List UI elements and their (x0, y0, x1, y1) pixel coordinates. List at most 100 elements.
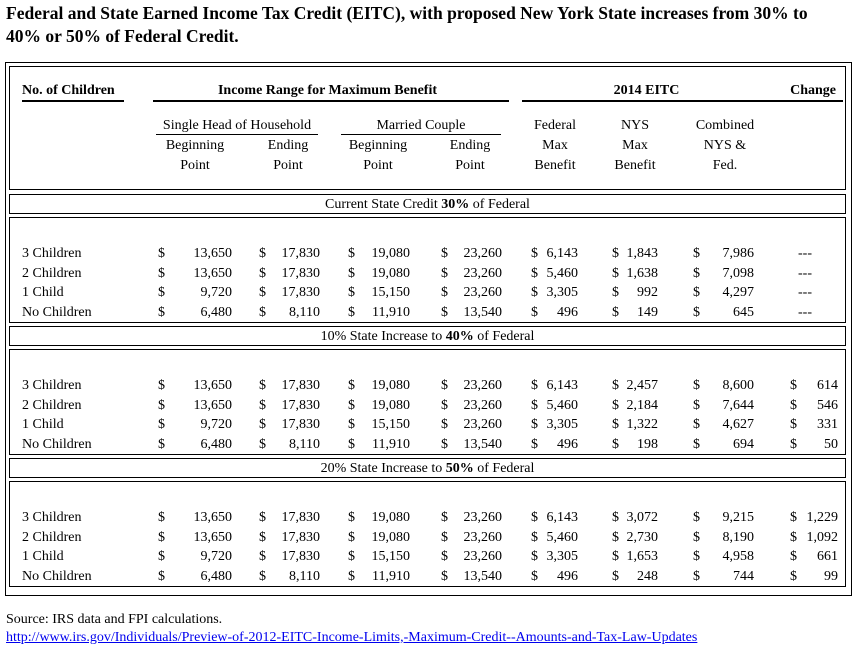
header-change: Change (790, 83, 836, 98)
cell-s-begin: 6,480 (200, 436, 233, 452)
cell-nys: 3,072 (626, 510, 659, 525)
cell-combined: 9,215 (722, 510, 755, 525)
header-federal: Federal (534, 118, 576, 133)
cell-nys: 992 (637, 285, 658, 300)
header-underline-married (341, 134, 501, 135)
currency-symbol: $ (348, 436, 355, 452)
cell-s-begin: 13,650 (193, 246, 233, 261)
header-combined-fed: Fed. (712, 158, 738, 173)
cell-fed: 3,305 (546, 285, 579, 300)
currency-symbol: $ (348, 397, 355, 413)
cell-m-begin: 15,150 (371, 549, 411, 564)
currency-symbol: $ (259, 510, 266, 525)
currency-symbol: $ (693, 549, 700, 564)
currency-symbol: $ (612, 568, 619, 584)
cell-children: No Children (22, 304, 92, 320)
header-single: Single Head of Household (162, 118, 312, 133)
cell-s-end: 8,110 (289, 436, 320, 452)
header-underline-eitc (522, 100, 843, 102)
cell-fed: 6,143 (546, 246, 579, 261)
cell-fed: 496 (557, 568, 578, 584)
currency-symbol: $ (158, 436, 165, 452)
cell-m-end: 23,260 (463, 417, 503, 432)
cell-s-end: 17,830 (281, 549, 321, 564)
section-label-pre: 20% State Increase to (320, 461, 446, 476)
currency-symbol: $ (259, 265, 266, 281)
cell-children: 3 Children (22, 510, 82, 525)
cell-change: 50 (824, 436, 838, 452)
currency-symbol: $ (790, 568, 797, 584)
header-2014-eitc: 2014 EITC (613, 83, 680, 98)
currency-symbol: $ (612, 549, 619, 564)
cell-m-begin: 19,080 (371, 397, 411, 413)
cell-fed: 3,305 (546, 417, 579, 432)
currency-symbol: $ (693, 285, 700, 300)
currency-symbol: $ (531, 510, 538, 525)
currency-symbol: $ (441, 549, 448, 564)
cell-m-end: 23,260 (463, 378, 503, 393)
cell-children: 2 Children (22, 397, 82, 413)
currency-symbol: $ (441, 378, 448, 393)
currency-symbol: $ (158, 568, 165, 584)
cell-combined: 7,986 (722, 246, 755, 261)
cell-fed: 3,305 (546, 549, 579, 564)
section-label-box: 10% State Increase to 40% of Federal (9, 326, 846, 346)
cell-fed: 5,460 (546, 397, 579, 413)
cell-s-begin: 13,650 (193, 265, 233, 281)
currency-symbol: $ (612, 265, 619, 281)
currency-symbol: $ (790, 510, 797, 525)
currency-symbol: $ (259, 397, 266, 413)
currency-symbol: $ (790, 529, 797, 545)
section-label-pre: 10% State Increase to (320, 329, 446, 344)
page-title: Federal and State Earned Income Tax Cred… (6, 3, 808, 46)
currency-symbol: $ (158, 265, 165, 281)
currency-symbol: $ (348, 510, 355, 525)
currency-symbol: $ (441, 529, 448, 545)
currency-symbol: $ (259, 529, 266, 545)
currency-symbol: $ (259, 568, 266, 584)
currency-symbol: $ (531, 417, 538, 432)
cell-m-end: 23,260 (463, 510, 503, 525)
cell-s-begin: 6,480 (200, 568, 233, 584)
section-body: 3 Children $13,650 $17,830 $19,080 $23,260 $6… (9, 481, 846, 587)
cell-change: 546 (817, 397, 838, 413)
header-federal-max: Max (542, 138, 568, 153)
currency-symbol: $ (441, 568, 448, 584)
currency-symbol: $ (531, 568, 538, 584)
cell-combined: 7,098 (722, 265, 755, 281)
section-label-pre: Current State Credit (325, 197, 442, 212)
cell-change: --- (798, 285, 812, 300)
currency-symbol: $ (693, 265, 700, 281)
cell-s-begin: 9,720 (200, 417, 233, 432)
cell-s-end: 17,830 (281, 265, 321, 281)
cell-combined: 4,297 (722, 285, 755, 300)
currency-symbol: $ (158, 397, 165, 413)
cell-m-begin: 15,150 (371, 417, 411, 432)
header-federal-benefit: Benefit (534, 158, 576, 173)
currency-symbol: $ (158, 510, 165, 525)
currency-symbol: $ (790, 378, 797, 393)
currency-symbol: $ (693, 529, 700, 545)
cell-m-end: 23,260 (463, 529, 503, 545)
cell-s-begin: 6,480 (200, 304, 233, 320)
cell-change: 1,092 (806, 529, 839, 545)
currency-symbol: $ (158, 378, 165, 393)
currency-symbol: $ (259, 417, 266, 432)
section-label-post: of Federal (473, 329, 535, 344)
currency-symbol: $ (259, 436, 266, 452)
cell-m-begin: 19,080 (371, 529, 411, 545)
currency-symbol: $ (531, 378, 538, 393)
currency-symbol: $ (693, 568, 700, 584)
currency-symbol: $ (348, 304, 355, 320)
cell-m-begin: 19,080 (371, 246, 411, 261)
currency-symbol: $ (531, 529, 538, 545)
cell-m-begin: 19,080 (371, 378, 411, 393)
cell-change: 661 (817, 549, 838, 564)
header-underline-children (22, 100, 124, 102)
currency-symbol: $ (790, 397, 797, 413)
cell-nys: 2,184 (626, 397, 659, 413)
source-link[interactable]: http://www.irs.gov/Individuals/Preview-o… (6, 630, 698, 645)
cell-s-end: 17,830 (281, 417, 321, 432)
currency-symbol: $ (348, 246, 355, 261)
cell-combined: 694 (733, 436, 754, 452)
